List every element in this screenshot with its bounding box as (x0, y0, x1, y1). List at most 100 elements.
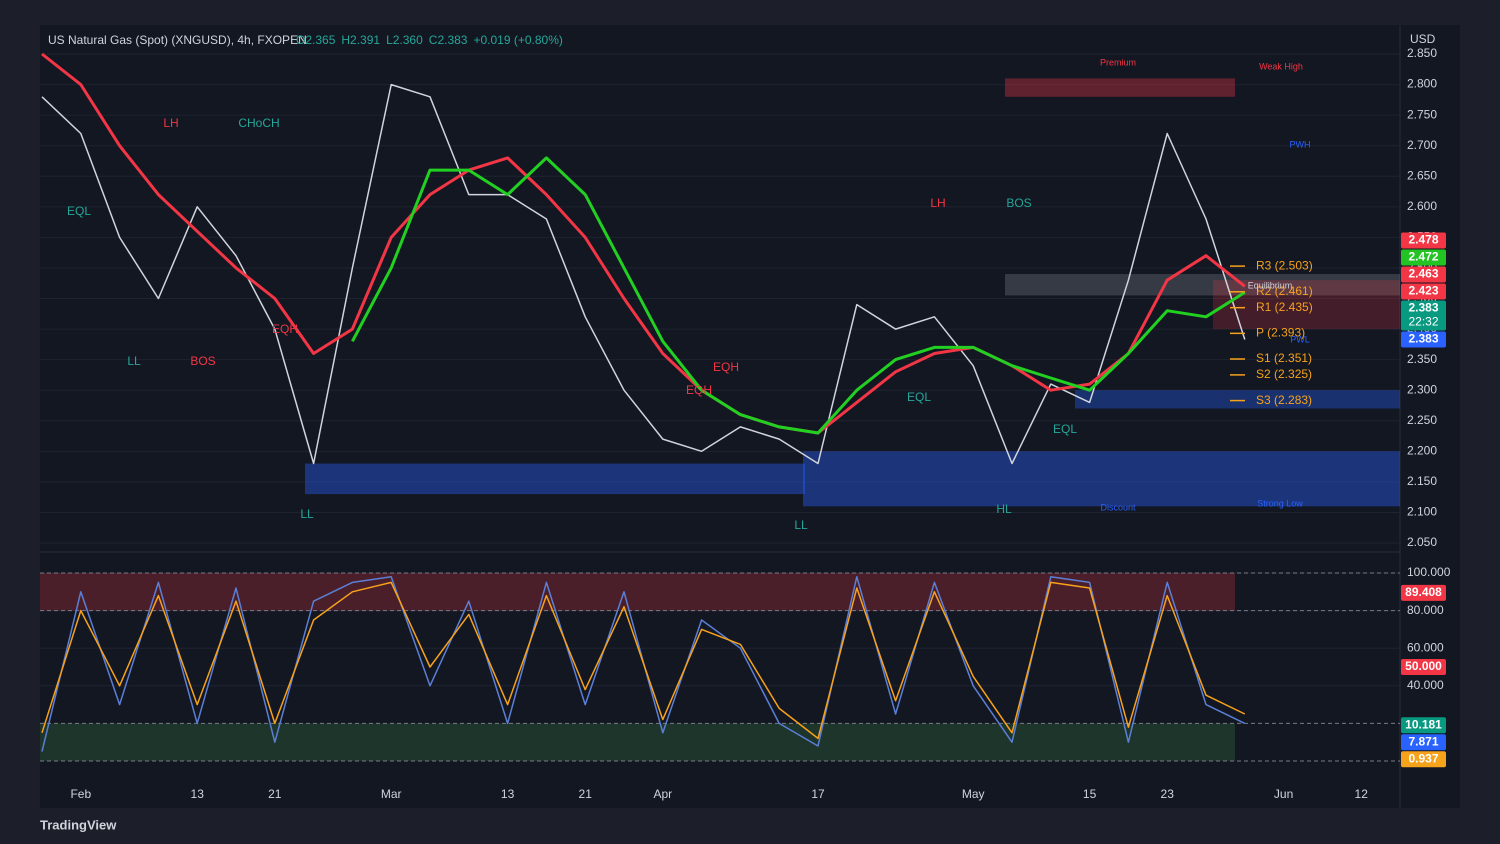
x-tick-label: 21 (579, 787, 593, 801)
x-tick-label: 12 (1355, 787, 1369, 801)
ohlc-value: O2.365 (296, 33, 336, 47)
price-badge-label: 89.408 (1405, 585, 1442, 599)
y-tick-label: 2.300 (1407, 382, 1437, 396)
y-tick-label: 2.150 (1407, 474, 1437, 488)
y-tick-label: 40.000 (1407, 678, 1444, 692)
annotation: LH (163, 116, 178, 130)
x-tick-label: 15 (1083, 787, 1097, 801)
annotation: PWH (1290, 139, 1311, 149)
price-badge (1401, 751, 1446, 768)
x-tick-label: 17 (811, 787, 825, 801)
price-badge-label: 2.463 (1408, 267, 1438, 281)
x-tick-label: Apr (653, 787, 672, 801)
level-label: R3 (2.503) (1256, 258, 1313, 272)
y-tick-label: 2.650 (1407, 168, 1437, 182)
ohlc-value: H2.391 (341, 33, 380, 47)
annotation: CHoCH (238, 116, 279, 130)
x-tick-label: Mar (381, 787, 402, 801)
y-tick-label: 2.850 (1407, 46, 1437, 60)
countdown: 22:32 (1408, 315, 1438, 329)
price-badge (1401, 734, 1446, 751)
series-line (41, 83, 1246, 465)
y-tick-label: 2.200 (1407, 443, 1437, 457)
price-badge (1401, 331, 1446, 348)
price-badge-label: 2.383 (1408, 301, 1438, 315)
y-tick-label: 2.800 (1407, 77, 1437, 91)
ohlc-value: L2.360 (386, 33, 423, 47)
x-tick-label: 13 (501, 787, 515, 801)
ohlc-value: +0.019 (+0.80%) (473, 33, 562, 47)
price-badge-label: 50.000 (1405, 659, 1442, 673)
y-tick-label: 100.000 (1407, 565, 1451, 579)
y-tick-label: 2.250 (1407, 413, 1437, 427)
y-tick-label: 2.100 (1407, 505, 1437, 519)
level-label: S3 (2.283) (1256, 393, 1312, 407)
zone (1005, 78, 1235, 97)
y-tick-label: 2.600 (1407, 199, 1437, 213)
price-badge-label: 0.937 (1408, 751, 1438, 765)
band (40, 723, 1235, 761)
series-line (351, 156, 1246, 435)
price-badge-label: 2.423 (1408, 284, 1438, 298)
annotation: Strong Low (1257, 498, 1303, 508)
annotation: Discount (1100, 502, 1136, 512)
level-label: R1 (2.435) (1256, 300, 1313, 314)
price-badge (1401, 584, 1446, 601)
annotation: BOS (1006, 196, 1031, 210)
chart-title: US Natural Gas (Spot) (XNGUSD), 4h, FXOP… (48, 33, 307, 47)
annotation: HL (996, 502, 1012, 516)
annotation: BOS (190, 354, 215, 368)
ohlc-value: C2.383 (429, 33, 468, 47)
x-tick-label: Jun (1274, 787, 1293, 801)
zone (1075, 390, 1400, 409)
price-badge (1401, 659, 1446, 675)
price-badge-label: 2.472 (1408, 250, 1438, 264)
x-tick-label: 21 (268, 787, 282, 801)
price-badge-label: 10.181 (1405, 717, 1442, 731)
annotation: EQH (686, 383, 712, 397)
level-label: S2 (2.325) (1256, 367, 1312, 381)
ohlc: O2.365 H2.391 L2.360 C2.383 +0.019 (+0.80%) (296, 33, 563, 47)
y-tick-label: 2.700 (1407, 138, 1437, 152)
series-line (41, 581, 1246, 740)
y-tick-label: 2.750 (1407, 107, 1437, 121)
brand: TradingView (40, 817, 117, 832)
level-label: R2 (2.461) (1256, 284, 1313, 298)
zone (803, 451, 1400, 507)
y-tick-label: 2.050 (1407, 535, 1437, 549)
annotation: EQH (272, 322, 298, 336)
annotation: EQL (1053, 422, 1077, 436)
annotation: EQL (907, 390, 931, 404)
y-tick-label: 2.350 (1407, 352, 1437, 366)
price-badge (1401, 249, 1446, 266)
price-badge (1401, 283, 1446, 300)
level-label: P (2.393) (1256, 326, 1305, 340)
annotation: LL (127, 354, 141, 368)
series-line (41, 52, 1246, 435)
annotation: Weak High (1259, 61, 1303, 71)
x-tick-label: May (962, 787, 985, 801)
annotation: EQL (67, 204, 91, 218)
x-tick-label: 23 (1161, 787, 1175, 801)
band (40, 573, 1235, 611)
annotation: LL (794, 518, 808, 532)
zone (1213, 280, 1400, 330)
x-tick-label: Feb (70, 787, 91, 801)
price-badge (1401, 717, 1446, 734)
x-tick-label: 13 (191, 787, 205, 801)
zone (305, 463, 805, 495)
annotation: EQH (713, 360, 739, 374)
price-badge (1401, 232, 1446, 249)
price-badge-label: 2.478 (1408, 233, 1438, 247)
annotation: Premium (1100, 57, 1136, 67)
annotation: LH (930, 196, 945, 210)
currency: USD (1410, 32, 1436, 46)
annotation: PWL (1290, 334, 1310, 344)
price-badge-label: 7.871 (1408, 734, 1438, 748)
zone (1005, 274, 1400, 296)
y-tick-label: 80.000 (1407, 603, 1444, 617)
price-badge-label: 2.383 (1408, 332, 1438, 346)
annotation: LL (300, 507, 314, 521)
